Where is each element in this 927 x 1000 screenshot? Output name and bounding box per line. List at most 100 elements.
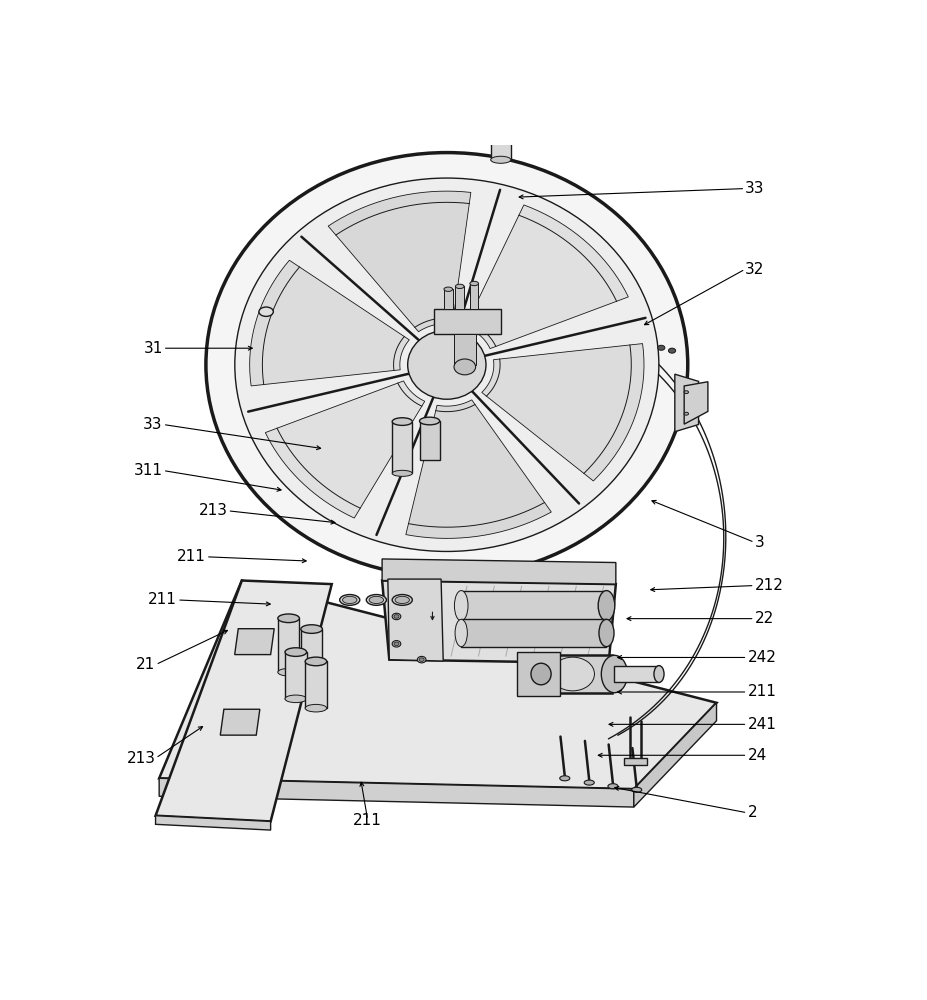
Ellipse shape [392,418,412,425]
Ellipse shape [305,657,326,666]
Ellipse shape [277,614,299,623]
Ellipse shape [417,656,425,663]
Ellipse shape [598,619,614,647]
Ellipse shape [392,595,412,605]
Text: 211: 211 [177,549,206,564]
Ellipse shape [455,284,464,289]
Text: 241: 241 [746,717,776,732]
Ellipse shape [667,348,675,353]
Ellipse shape [259,307,273,316]
Ellipse shape [285,648,306,656]
Polygon shape [453,334,476,365]
Ellipse shape [285,695,306,703]
Ellipse shape [469,281,478,286]
Ellipse shape [206,153,687,577]
Text: 211: 211 [353,813,382,828]
Text: 32: 32 [744,262,764,277]
Polygon shape [469,283,478,309]
Ellipse shape [366,595,386,605]
Ellipse shape [419,658,424,661]
Polygon shape [156,816,271,830]
Polygon shape [683,382,707,424]
Polygon shape [434,309,501,334]
Polygon shape [464,205,628,349]
Polygon shape [455,286,464,309]
Text: 21: 21 [136,657,156,672]
Polygon shape [156,581,332,821]
Ellipse shape [454,591,467,621]
Ellipse shape [394,642,399,646]
Polygon shape [382,559,616,584]
Text: 2: 2 [746,805,756,820]
Polygon shape [532,655,612,693]
Text: 213: 213 [198,503,227,518]
Polygon shape [623,758,646,765]
Polygon shape [443,289,452,309]
Polygon shape [382,581,616,663]
Polygon shape [277,618,299,672]
Polygon shape [633,703,716,807]
Text: 33: 33 [143,417,162,432]
Polygon shape [387,579,443,661]
Ellipse shape [453,359,476,375]
Text: 22: 22 [754,611,773,626]
Polygon shape [461,619,606,647]
Ellipse shape [559,776,569,781]
Ellipse shape [601,655,627,693]
Text: 24: 24 [746,748,766,763]
Text: 31: 31 [143,341,162,356]
Ellipse shape [300,625,322,633]
Text: 212: 212 [754,578,782,593]
Ellipse shape [407,330,486,399]
Ellipse shape [454,619,467,647]
Polygon shape [461,591,606,621]
Polygon shape [285,652,306,699]
Text: 3: 3 [754,535,764,550]
Polygon shape [481,344,643,481]
Ellipse shape [394,615,399,618]
Ellipse shape [607,784,617,789]
Ellipse shape [277,668,299,676]
Polygon shape [235,629,274,655]
Ellipse shape [551,657,594,691]
Polygon shape [674,374,698,432]
Polygon shape [300,629,322,683]
Text: 33: 33 [744,181,764,196]
Polygon shape [220,709,260,735]
Ellipse shape [443,287,452,291]
Ellipse shape [598,591,615,621]
Polygon shape [614,666,658,682]
Ellipse shape [305,704,326,712]
Ellipse shape [490,92,510,101]
Ellipse shape [395,596,409,604]
Polygon shape [159,581,716,789]
Polygon shape [159,778,633,807]
Text: 311: 311 [133,463,162,478]
Ellipse shape [369,596,383,604]
Text: 211: 211 [148,592,177,607]
Ellipse shape [490,156,510,163]
Ellipse shape [392,641,400,647]
Ellipse shape [392,470,412,476]
Polygon shape [405,400,551,538]
Ellipse shape [683,412,688,415]
Ellipse shape [342,596,357,604]
Polygon shape [265,381,425,518]
Polygon shape [516,652,560,696]
Polygon shape [328,191,470,332]
Polygon shape [305,661,326,708]
Ellipse shape [683,391,688,394]
Polygon shape [392,422,412,473]
Ellipse shape [584,780,593,785]
Text: 211: 211 [746,684,776,699]
Ellipse shape [631,787,641,792]
Polygon shape [419,421,439,460]
Polygon shape [490,96,510,160]
Ellipse shape [654,666,664,682]
Polygon shape [249,260,409,386]
Text: 242: 242 [746,650,776,665]
Ellipse shape [530,663,551,685]
Ellipse shape [657,345,664,350]
Ellipse shape [419,417,439,425]
Ellipse shape [392,613,400,620]
